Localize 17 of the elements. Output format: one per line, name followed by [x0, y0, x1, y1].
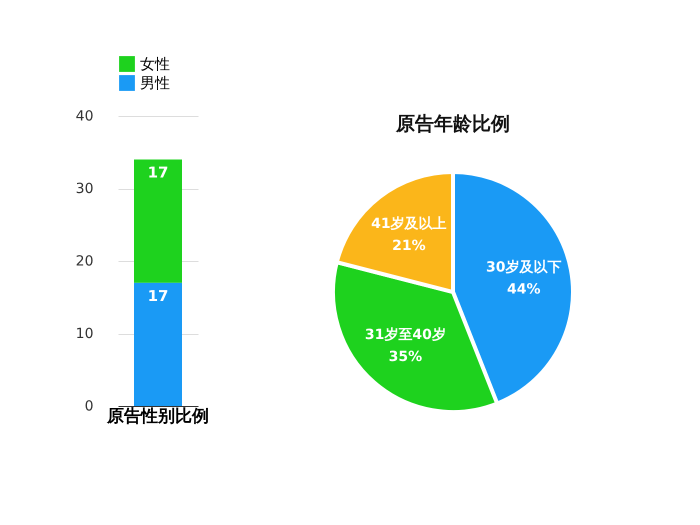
data-label: 17 [148, 164, 168, 182]
data-label: 35% [388, 349, 422, 366]
slice-label: 41岁及以上 [371, 216, 447, 232]
slice-label: 30岁及以下 [486, 260, 562, 276]
data-label: 44% [506, 282, 540, 298]
y-tick-label: 0 [84, 398, 94, 414]
data-label: 21% [392, 238, 426, 254]
y-tick-label: 20 [76, 254, 94, 270]
legend-label: 女性 [140, 55, 170, 73]
data-label: 17 [148, 286, 168, 305]
legend-label: 男性 [140, 74, 170, 92]
y-tick-label: 40 [76, 108, 94, 124]
slice-label: 31岁至40岁 [364, 327, 446, 344]
x-tick-label: 原告性别比例 [106, 406, 209, 426]
y-tick-label: 10 [76, 326, 94, 342]
chart-title: 原告年龄比例 [395, 113, 510, 135]
y-tick-label: 30 [76, 181, 94, 197]
